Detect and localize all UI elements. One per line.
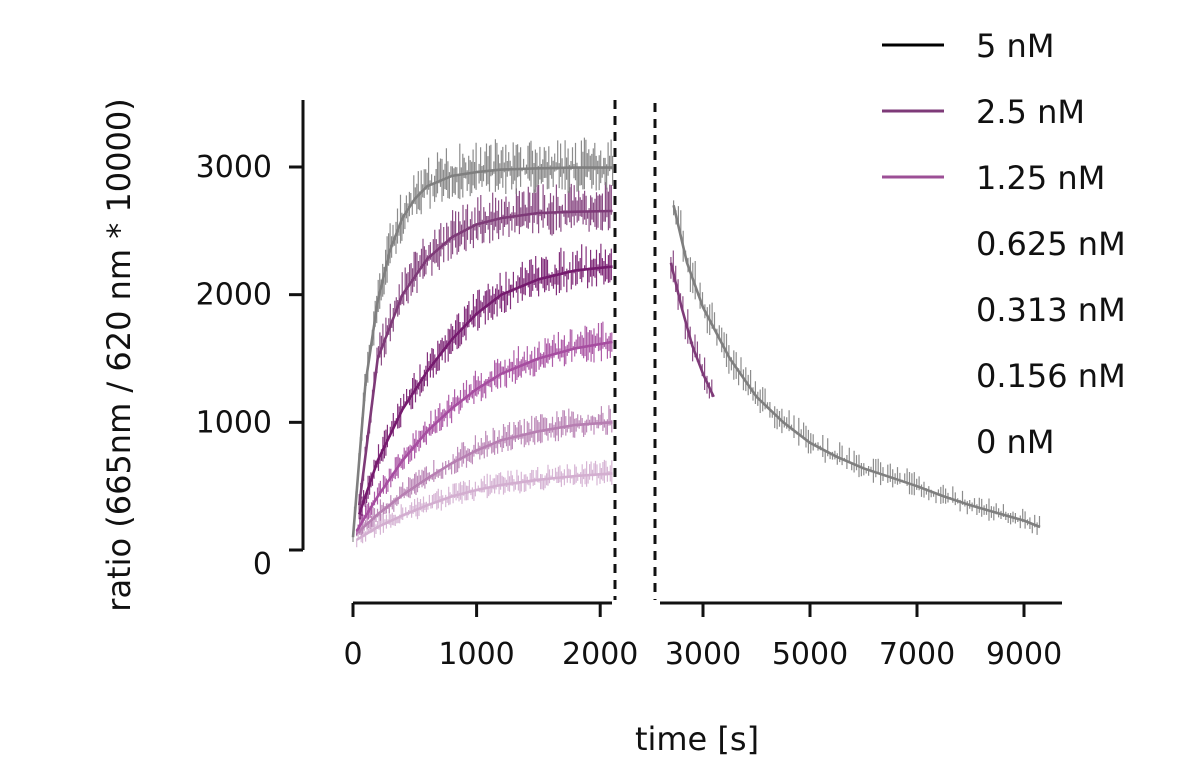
legend-label: 2.5 nM (976, 93, 1085, 131)
x-tick-label: 0 (343, 637, 362, 672)
x-ticks: 0 1000 2000 3000 5000 7000 9000 (343, 603, 1062, 672)
raw-data-layer (352, 137, 1041, 548)
x-axis-label: time [s] (635, 720, 759, 758)
fit-curve-layer (351, 166, 1041, 541)
x-tick-label: 1000 (438, 637, 514, 672)
y-tick-label: 0 (253, 547, 272, 582)
legend-label: 0.625 nM (976, 225, 1126, 263)
x-tick-label: 7000 (879, 637, 955, 672)
x-tick-label: 2000 (562, 637, 638, 672)
y-ticks: 0 1000 2000 3000 (196, 150, 303, 582)
x-tick-label: 3000 (665, 637, 741, 672)
fit-line (356, 472, 613, 541)
x-tick-label: 5000 (772, 637, 848, 672)
fit-line (669, 262, 715, 398)
y-tick-label: 1000 (196, 405, 272, 440)
x-tick-label: 9000 (986, 637, 1062, 672)
legend-label: 1.25 nM (976, 159, 1105, 197)
fit-line (672, 205, 1041, 529)
fit-line (355, 340, 613, 532)
legend: 5 nM 2.5 nM 1.25 nM 0.625 nM 0.313 nM 0.156 n… (882, 27, 1126, 461)
fit-line (355, 421, 613, 535)
fit-line (351, 166, 613, 538)
legend-label: 5 nM (976, 27, 1054, 65)
y-axis-label: ratio (665nm / 620 nm * 10000) (100, 98, 138, 611)
fit-line (357, 209, 613, 506)
y-tick-label: 3000 (196, 150, 272, 185)
fit-line (357, 265, 613, 515)
y-tick-label: 2000 (196, 278, 272, 313)
legend-label: 0.313 nM (976, 291, 1126, 329)
legend-label: 0.156 nM (976, 357, 1126, 395)
legend-label: 0 nM (976, 423, 1054, 461)
